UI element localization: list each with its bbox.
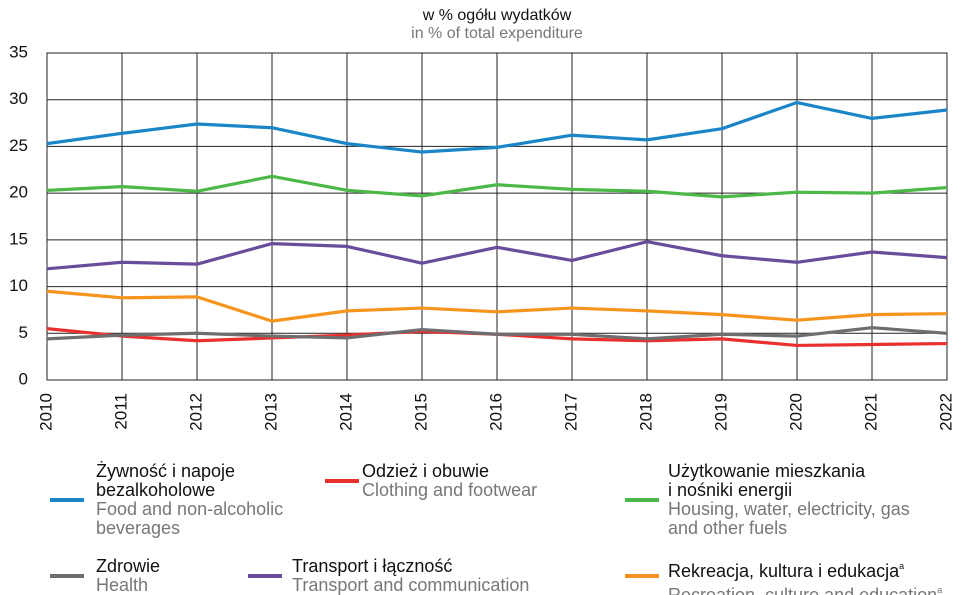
legend-label-en: Transport and communication: [292, 576, 592, 595]
legend-label-en-text: Transport and communication: [292, 575, 530, 595]
x-tick-label: 2016: [486, 393, 505, 431]
legend-label-text: Zdrowie: [96, 556, 161, 576]
legend-label: Zdrowie: [96, 557, 246, 576]
legend-entry: Żywność i napoje bezalkoholowe Food and n…: [96, 462, 316, 538]
x-tick-label: 2020: [786, 393, 805, 431]
y-tick-label: 5: [19, 323, 28, 342]
footnote-marker: a: [899, 561, 905, 571]
legend-swatch: [625, 574, 659, 578]
legend-label-text: Użytkowanie mieszkania i nośniki energii: [668, 461, 866, 500]
plot-border: [46, 52, 948, 381]
y-tick-label: 25: [9, 136, 28, 155]
legend-label-text: Rekreacja, kultura i edukacja: [668, 561, 900, 581]
chart-title: w % ogółu wydatków: [422, 7, 572, 24]
x-tick-label: 2013: [261, 393, 280, 431]
series-line: [46, 289, 948, 323]
footnote-marker: a: [937, 585, 943, 595]
legend-label-en: Food and non-alcoholic beverages: [96, 500, 316, 538]
legend-label-en: Recreation, culture and educationa: [668, 581, 957, 595]
legend-swatch: [625, 498, 659, 502]
x-tick-label: 2012: [186, 393, 205, 431]
legend-swatch: [325, 479, 359, 483]
legend-label-en-text: Health: [96, 575, 149, 595]
x-tick-label: 2022: [936, 393, 955, 431]
series-line: [46, 174, 948, 199]
legend-label-text: Odzież i obuwie: [362, 461, 490, 481]
legend-label-en: Housing, water, electricity, gas and oth…: [668, 500, 930, 538]
y-tick-label: 30: [9, 89, 28, 108]
legend-label-en-text: Housing, water, electricity, gas and oth…: [668, 499, 910, 538]
x-tick-label: 2017: [561, 393, 580, 431]
x-tick-label: 2014: [336, 393, 355, 431]
legend-label-en-text: Clothing and footwear: [362, 480, 538, 500]
series-line: [46, 326, 948, 341]
legend-label: Żywność i napoje bezalkoholowe: [96, 462, 316, 500]
legend-label-en-text: Food and non-alcoholic beverages: [96, 499, 284, 538]
legend-label: Transport i łączność: [292, 557, 592, 576]
legend-entry: Zdrowie Health: [96, 557, 246, 595]
legend-entry: Rekreacja, kultura i edukacjaa Recreation…: [668, 557, 957, 595]
legend-entry: Użytkowanie mieszkania i nośniki energii…: [668, 462, 930, 538]
legend-entry: Transport i łączność Transport and commun…: [292, 557, 592, 595]
legend-label-en: Health: [96, 576, 246, 595]
y-tick-label: 20: [9, 183, 28, 202]
x-tick-label: 2021: [861, 393, 880, 431]
x-tick-label: 2015: [411, 393, 430, 431]
x-tick-label: 2011: [111, 393, 130, 430]
legend-label-text: Transport i łączność: [292, 556, 453, 576]
legend-swatch: [248, 574, 282, 578]
chart-subtitle: in % of total expenditure: [411, 25, 583, 42]
x-tick-label: 2018: [636, 393, 655, 431]
legend-label: Odzież i obuwie: [362, 462, 622, 481]
series-line: [46, 240, 948, 271]
x-tick-label: 2010: [36, 393, 55, 431]
series-line: [46, 100, 948, 154]
legend-swatch: [50, 574, 84, 578]
chart: w % ogółu wydatków in % of total expendi…: [9, 7, 955, 431]
legend-label: Użytkowanie mieszkania i nośniki energii: [668, 462, 870, 500]
legend-label-en: Clothing and footwear: [362, 481, 622, 500]
legend-label-en-text: Recreation, culture and education: [668, 585, 938, 595]
legend-label-text: Żywność i napoje bezalkoholowe: [96, 461, 236, 500]
y-tick-label: 10: [9, 276, 28, 295]
x-tick-label: 2019: [711, 393, 730, 431]
legend-entry: Odzież i obuwie Clothing and footwear: [362, 462, 622, 500]
y-tick-label: 35: [9, 42, 28, 61]
y-tick-label: 15: [9, 229, 28, 248]
legend-swatch: [50, 498, 84, 502]
legend-label: Rekreacja, kultura i edukacjaa: [668, 557, 957, 581]
y-tick-label: 0: [19, 369, 28, 388]
